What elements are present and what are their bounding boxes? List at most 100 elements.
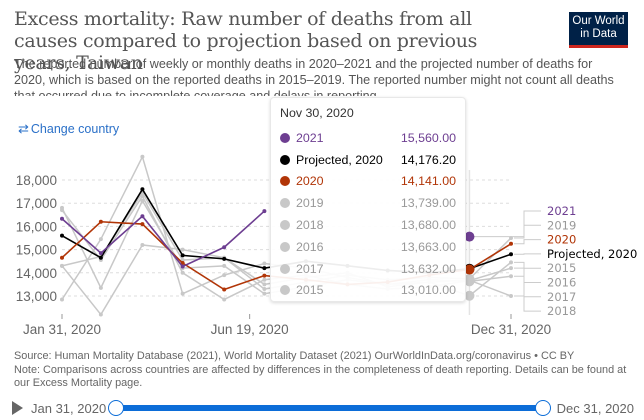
timeline-end-handle[interactable] [534, 400, 551, 416]
tooltip-row: 2021 15,560.00 [280, 127, 456, 149]
tooltip-series-name: 2020 [296, 174, 324, 189]
legend-connector [514, 295, 541, 312]
legend-connector [514, 239, 541, 245]
tooltip-row: Projected, 2020 14,176.20 [280, 149, 456, 171]
owid-logo[interactable]: Our World in Data [569, 12, 628, 48]
source-text: Source: Human Mortality Database (2021),… [14, 350, 575, 362]
data-point [140, 198, 145, 203]
tooltip: Nov 30, 2020 2021 15,560.00 Projected, 202… [270, 97, 466, 302]
tooltip-row: 2018 13,680.00 [280, 214, 456, 236]
data-point [180, 247, 185, 252]
legend-connector [514, 224, 541, 239]
legend-label: 2017 [547, 290, 576, 304]
tooltip-series-value: 13,632.00 [400, 261, 456, 276]
data-point [140, 187, 145, 192]
data-point [222, 297, 227, 302]
change-country-label: Change country [30, 122, 120, 136]
data-point [60, 233, 64, 238]
y-tick-label: 17,000 [16, 196, 57, 211]
data-point [262, 291, 267, 296]
data-point [60, 263, 64, 268]
swap-arrows-icon: ⇄ [18, 121, 29, 136]
legend-dot-icon [280, 241, 290, 252]
data-point [98, 285, 103, 290]
data-point [60, 205, 64, 210]
data-point [262, 282, 267, 287]
legend-label: 2015 [547, 261, 576, 275]
data-point [222, 256, 227, 261]
data-point [509, 294, 513, 298]
timeline-start-label: Jan 31, 2020 [31, 400, 107, 416]
tooltip-series-name: 2018 [296, 218, 324, 233]
data-point [262, 287, 267, 292]
tooltip-series-name: 2017 [296, 261, 324, 276]
data-point [222, 287, 227, 292]
legend-label: 2018 [547, 304, 576, 318]
timeline-start-handle[interactable] [108, 400, 125, 416]
data-point [140, 154, 145, 159]
logo-line-2: in Data [580, 28, 617, 40]
data-point [222, 263, 227, 268]
hover-dot [464, 231, 475, 242]
note-text: Note: Comparisons across countries are a… [14, 363, 627, 390]
change-country-button[interactable]: ⇄ Change country [18, 121, 119, 137]
play-icon[interactable] [12, 401, 23, 415]
legend-label: 2016 [547, 276, 576, 290]
tooltip-series-name: 2016 [296, 239, 324, 254]
hover-dot [464, 264, 475, 275]
data-point [180, 270, 185, 275]
legend-connector [514, 275, 541, 298]
legend-dot-icon [280, 263, 290, 274]
logo-line-1: Our World [572, 15, 625, 27]
tooltip-series-value: 14,176.20 [400, 152, 456, 167]
tooltip-series-name: 2021 [296, 130, 324, 145]
data-point [222, 245, 227, 250]
tooltip-series-value: 13,663.00 [400, 239, 456, 254]
data-point [262, 261, 267, 266]
y-axis-ticks: 13,000 14,000 15,000 16,000 17,000 18,000 [16, 173, 57, 304]
data-point [60, 255, 64, 260]
y-tick-label: 18,000 [16, 173, 57, 188]
data-point [98, 255, 103, 260]
x-tick-label: Jan 31, 2020 [23, 322, 101, 337]
legend-dot-icon [280, 285, 290, 296]
data-point [222, 273, 227, 278]
y-tick-label: 15,000 [16, 243, 57, 258]
tooltip-series-value: 13,010.00 [400, 283, 456, 298]
legend-connector [514, 267, 541, 283]
hover-dot [464, 290, 475, 301]
tooltip-series-value: 14,141.00 [400, 174, 456, 189]
data-point [262, 273, 267, 278]
data-point [509, 274, 513, 279]
legend-dot-icon [280, 176, 290, 187]
legend-dot-icon [280, 198, 290, 209]
y-tick-label: 16,000 [16, 219, 57, 234]
data-point [262, 266, 267, 271]
tooltip-row: 2020 14,141.00 [280, 171, 456, 193]
series-line [61, 210, 265, 268]
data-point [509, 260, 513, 265]
chart-subtitle: The reported number of weekly or monthly… [14, 57, 614, 96]
y-tick-label: 13,000 [16, 289, 57, 304]
legend-label: 2021 [547, 204, 576, 218]
x-tick-label: Jun 19, 2020 [211, 322, 289, 337]
tooltip-series-value: 13,739.00 [400, 196, 456, 211]
timeline-track[interactable] [108, 400, 551, 416]
legend-label: Projected, 2020 [547, 247, 637, 261]
y-tick-label: 14,000 [16, 266, 57, 281]
tooltip-date: Nov 30, 2020 [280, 106, 354, 120]
timeline: Jan 31, 2020 Dec 31, 2020 [12, 398, 634, 418]
hover-dots [464, 231, 475, 301]
tooltip-row: 2015 13,010.00 [280, 280, 456, 302]
footer: Source: Human Mortality Database (2021),… [14, 350, 634, 391]
data-point [180, 291, 185, 296]
data-point [140, 222, 145, 227]
data-point [60, 297, 64, 302]
chart-title: Excess mortality: Raw number of deaths f… [14, 8, 478, 74]
tooltip-row: 2016 13,663.00 [280, 236, 456, 258]
tooltip-row: 2017 13,632.00 [280, 258, 456, 280]
x-tick-label: Dec 31, 2020 [471, 322, 551, 337]
tooltip-series-name: 2019 [296, 196, 324, 211]
legend-dot-icon [280, 154, 290, 165]
